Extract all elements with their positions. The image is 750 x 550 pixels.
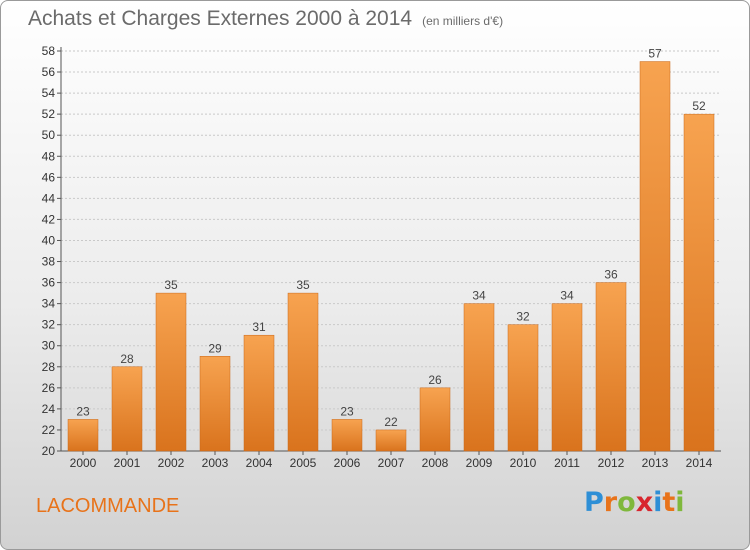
data-label: 34 — [472, 289, 486, 303]
data-label: 35 — [296, 278, 310, 292]
data-label: 28 — [120, 352, 134, 366]
y-tick-label: 50 — [42, 128, 56, 142]
bar — [419, 387, 451, 452]
axes: 20 22 24 26 28 30 32 34 36 38 40 42 44 46 48 50 52 54 56 58… — [42, 44, 721, 470]
y-tick-label: 32 — [42, 318, 56, 332]
bar — [287, 292, 319, 452]
data-label: 29 — [208, 341, 222, 355]
x-tick-label: 2004 — [246, 456, 273, 470]
data-label: 57 — [648, 47, 662, 61]
data-label: 26 — [428, 373, 442, 387]
y-tick-label: 34 — [42, 297, 56, 311]
data-label: 35 — [164, 278, 178, 292]
logo-letter: r — [603, 487, 618, 518]
y-tick-label: 58 — [42, 44, 56, 58]
x-tick-label: 2007 — [378, 456, 405, 470]
logo-letter: i — [653, 487, 663, 518]
x-tick-label: 2014 — [686, 456, 713, 470]
x-tick-label: 2010 — [510, 456, 537, 470]
bar — [243, 334, 275, 452]
bar — [639, 61, 671, 452]
data-label: 23 — [340, 404, 354, 418]
y-tick-label: 48 — [42, 149, 56, 163]
x-tick-label: 2005 — [290, 456, 317, 470]
y-tick-label: 30 — [42, 339, 56, 353]
x-tick-label: 2008 — [422, 456, 449, 470]
bars — [67, 61, 715, 452]
y-tick-label: 20 — [42, 444, 56, 458]
bar — [507, 324, 539, 452]
y-tick-label: 36 — [42, 276, 56, 290]
logo-letter: o — [617, 487, 636, 518]
bar — [67, 419, 99, 452]
y-tick-label: 52 — [42, 107, 56, 121]
bar — [595, 282, 627, 452]
bar — [155, 292, 187, 452]
y-tick-label: 46 — [42, 170, 56, 184]
y-tick-label: 22 — [42, 423, 56, 437]
x-tick-label: 2011 — [554, 456, 580, 470]
x-tick-label: 2013 — [642, 456, 669, 470]
x-tick-label: 2009 — [466, 456, 493, 470]
proxiti-logo[interactable]: Proxiti — [584, 487, 685, 518]
chart-title: Achats et Charges Externes 2000 à 2014 (e… — [28, 7, 503, 31]
y-tick-label: 38 — [42, 255, 56, 269]
bar — [375, 429, 407, 452]
data-label: 32 — [516, 310, 530, 324]
y-tick-label: 44 — [42, 191, 56, 205]
y-tick-label: 26 — [42, 381, 56, 395]
data-label: 22 — [384, 415, 398, 429]
data-label: 31 — [252, 320, 266, 334]
bar — [683, 113, 715, 452]
chart-unit: (en milliers d'€) — [422, 14, 504, 28]
bar — [331, 419, 363, 452]
bar — [111, 366, 143, 452]
logo-letter: x — [635, 487, 654, 518]
bar — [551, 303, 583, 452]
y-tick-label: 40 — [42, 233, 56, 247]
data-label: 23 — [76, 404, 90, 418]
logo-letter: t — [662, 487, 676, 518]
y-tick-label: 54 — [42, 86, 56, 100]
labels: 23 28 35 29 31 35 23 22 26 34 32 34 36 57 52 — [76, 47, 706, 429]
bar — [463, 303, 495, 452]
bar — [199, 356, 231, 452]
logo-letter: i — [675, 487, 685, 518]
data-label: 36 — [604, 268, 618, 282]
y-tick-label: 56 — [42, 65, 56, 79]
x-tick-label: 2002 — [158, 456, 185, 470]
data-label: 52 — [692, 99, 706, 113]
x-tick-label: 2001 — [114, 456, 141, 470]
y-tick-label: 42 — [42, 212, 56, 226]
logo-letter: P — [584, 487, 604, 518]
y-tick-label: 24 — [42, 402, 56, 416]
x-tick-label: 2012 — [598, 456, 625, 470]
data-label: 34 — [560, 289, 574, 303]
x-tick-label: 2003 — [202, 456, 229, 470]
x-tick-label: 2000 — [70, 456, 97, 470]
chart-title-text: Achats et Charges Externes 2000 à 2014 — [28, 7, 413, 30]
x-tick-label: 2006 — [334, 456, 361, 470]
commune-name: LACOMMANDE — [36, 495, 180, 517]
y-tick-label: 28 — [42, 360, 56, 374]
